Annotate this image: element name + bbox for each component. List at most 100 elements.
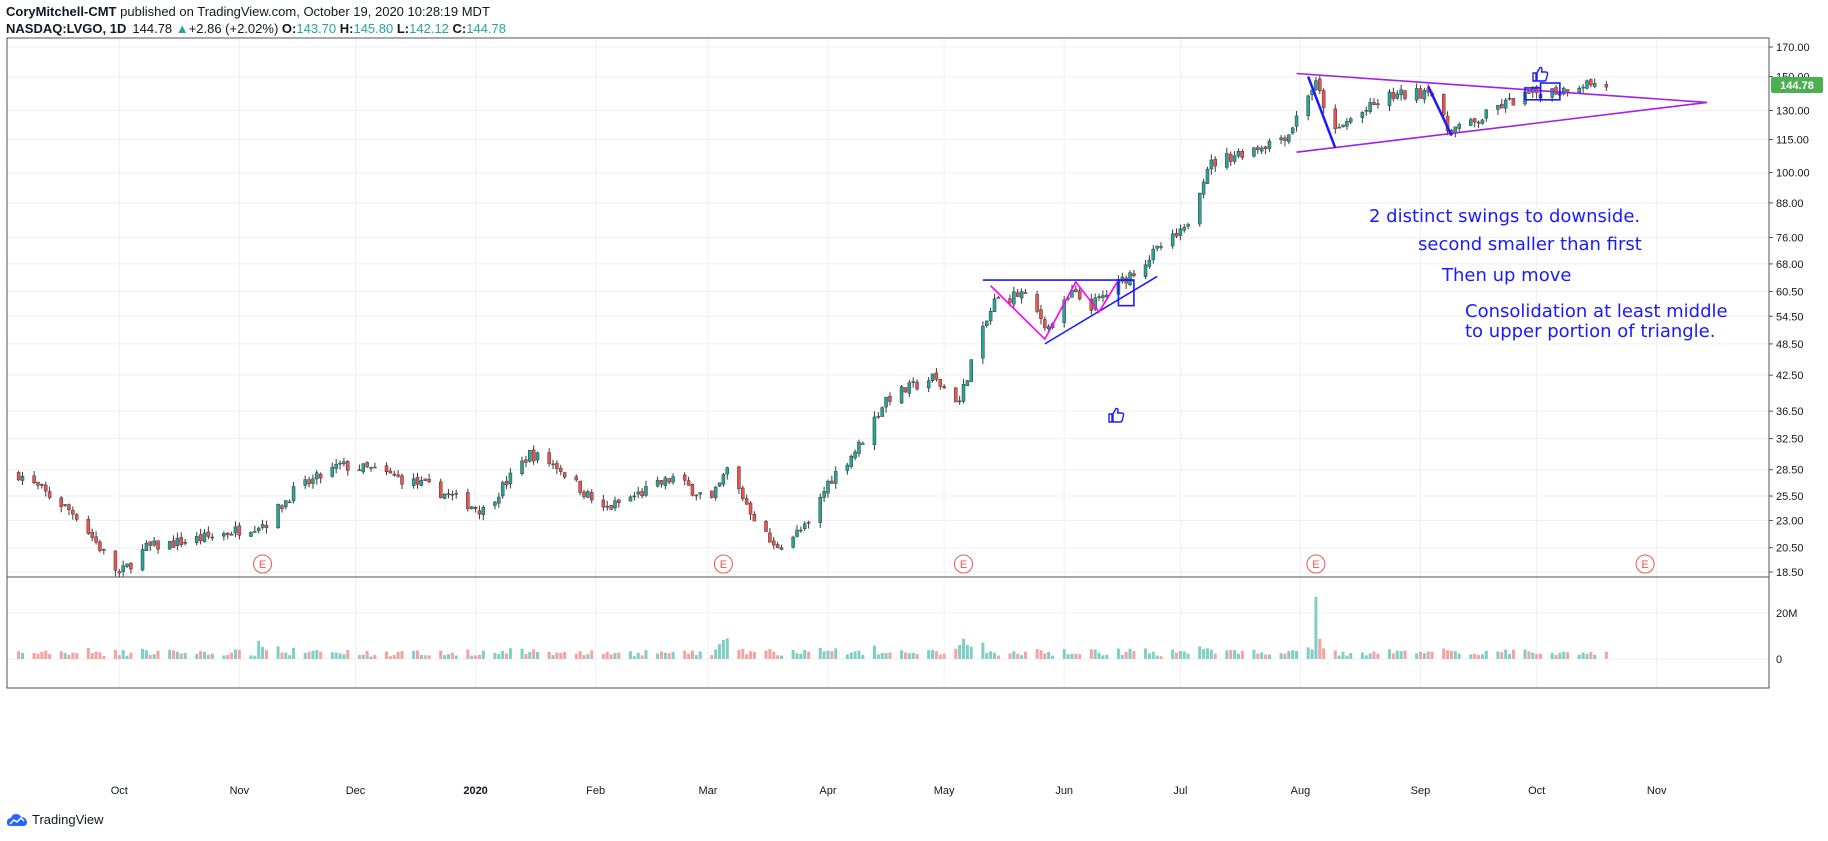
volume-bar xyxy=(683,650,687,659)
volume-bar xyxy=(450,652,454,659)
pink-zigzag[interactable] xyxy=(990,279,1120,341)
candle-body xyxy=(609,505,613,510)
candle-body xyxy=(1170,233,1175,247)
volume-bar xyxy=(439,650,443,659)
volume-bar xyxy=(1577,654,1581,659)
volume-bar xyxy=(1144,648,1148,659)
volume-bar xyxy=(1132,651,1136,659)
highlight-box[interactable] xyxy=(1117,279,1135,307)
volume-bar xyxy=(900,650,904,659)
volume-bar xyxy=(230,652,234,659)
candle-body xyxy=(419,480,424,486)
volume-bar xyxy=(373,654,377,659)
candle-body xyxy=(210,536,214,539)
candle-body xyxy=(1159,246,1163,248)
candle-body xyxy=(1143,264,1148,277)
candle-body xyxy=(1043,319,1047,329)
candle-body xyxy=(1290,127,1295,134)
volume-bar xyxy=(830,651,834,659)
candle-body xyxy=(47,491,52,498)
thumbs-up-icon xyxy=(1532,66,1549,82)
volume-bar xyxy=(1604,651,1608,659)
triangle-upper-line[interactable] xyxy=(1296,72,1708,104)
candle-body xyxy=(636,491,640,495)
volume-bar xyxy=(1333,650,1337,659)
candle-body xyxy=(411,478,416,486)
volume-bar xyxy=(423,655,427,659)
time-axis-label: Jun xyxy=(1055,785,1073,797)
volume-bar xyxy=(749,651,753,659)
candle-body xyxy=(888,396,892,402)
volume-bar xyxy=(1539,653,1543,659)
volume-bar xyxy=(1093,649,1097,659)
candle-body xyxy=(644,486,648,496)
earnings-marker[interactable] xyxy=(253,554,273,574)
candle-body xyxy=(20,476,25,481)
volume-bar xyxy=(1391,653,1395,659)
candle-body xyxy=(775,544,780,549)
candle-body xyxy=(1008,298,1012,303)
volume-bar xyxy=(1508,654,1512,659)
volume-bar xyxy=(578,651,582,659)
candle-body xyxy=(1321,90,1326,109)
volume-bar xyxy=(195,653,199,659)
candle-body xyxy=(1550,88,1554,98)
volume-bar xyxy=(477,654,481,659)
volume-bar xyxy=(714,649,718,659)
candle-body xyxy=(1294,115,1299,127)
author-name[interactable]: CoryMitchell-CMT xyxy=(6,4,117,19)
candle-body xyxy=(710,490,714,498)
highlight-box[interactable] xyxy=(1539,82,1561,101)
candle-body xyxy=(167,540,172,550)
candle-body xyxy=(698,492,702,495)
candle-body xyxy=(400,475,404,485)
triangle-lower-line[interactable] xyxy=(1296,101,1708,153)
candle-body xyxy=(667,478,671,483)
volume-bar xyxy=(1240,650,1244,659)
candle-body xyxy=(1422,90,1427,100)
swing-down-line-2[interactable] xyxy=(1427,85,1453,136)
volume-bar xyxy=(613,652,617,659)
candle-body xyxy=(171,540,176,548)
earnings-marker[interactable] xyxy=(954,554,974,574)
last-price-badge xyxy=(1771,77,1823,94)
volume-bar xyxy=(292,647,296,659)
annotation-swings: 2 distinct swings to downside. xyxy=(1369,206,1640,227)
volume-bar xyxy=(524,653,528,659)
volume-bar xyxy=(141,648,145,659)
candle-body xyxy=(233,526,238,534)
volume-bar xyxy=(911,652,915,659)
candle-body xyxy=(1476,121,1481,124)
volume-bar xyxy=(1511,649,1515,659)
candle-body xyxy=(942,386,946,389)
candle-body xyxy=(1209,159,1214,170)
tradingview-logo[interactable]: TradingView xyxy=(6,812,104,827)
volume-bar xyxy=(628,651,632,659)
time-axis-label: Oct xyxy=(1528,785,1545,797)
candle-body xyxy=(601,499,606,508)
earnings-marker[interactable] xyxy=(1635,554,1655,574)
volume-bar xyxy=(1403,650,1407,659)
volume-bar xyxy=(996,655,1000,659)
volume-bar xyxy=(698,651,702,659)
candle-body xyxy=(1403,90,1407,99)
volume-bar xyxy=(1453,651,1457,659)
volume-bar xyxy=(1442,648,1446,659)
symbol-label[interactable]: NASDAQ:LVGO, 1D xyxy=(6,21,127,36)
candle-body xyxy=(686,480,691,486)
swing-down-line-1[interactable] xyxy=(1307,76,1337,149)
volume-bar xyxy=(1233,650,1237,659)
candle-body xyxy=(1577,87,1581,93)
candle-body xyxy=(547,452,551,464)
candle-body xyxy=(508,472,513,485)
volume-bar xyxy=(419,654,423,659)
earnings-marker[interactable] xyxy=(713,554,733,574)
volume-bar xyxy=(803,649,807,659)
volume-bar xyxy=(454,655,458,659)
candle-body xyxy=(1399,89,1403,96)
volume-bar xyxy=(1558,652,1562,659)
earnings-marker[interactable] xyxy=(1306,554,1326,574)
volume-bar xyxy=(1020,655,1024,659)
low-value: 142.12 xyxy=(409,21,449,36)
